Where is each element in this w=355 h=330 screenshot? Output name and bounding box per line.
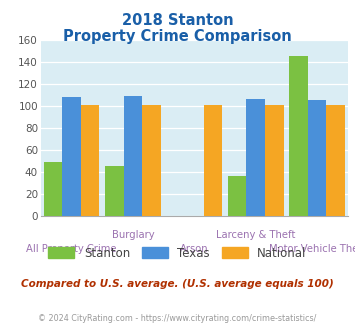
Bar: [62, 97, 81, 216]
Text: © 2024 CityRating.com - https://www.cityrating.com/crime-statistics/: © 2024 CityRating.com - https://www.city…: [38, 314, 317, 323]
Text: Compared to U.S. average. (U.S. average equals 100): Compared to U.S. average. (U.S. average …: [21, 279, 334, 289]
Bar: [204, 105, 222, 216]
Legend: Stanton, Texas, National: Stanton, Texas, National: [44, 242, 311, 264]
Bar: [289, 56, 308, 216]
Bar: [308, 100, 327, 216]
Text: Arson: Arson: [180, 244, 209, 254]
Text: 2018 Stanton: 2018 Stanton: [122, 13, 233, 27]
Text: All Property Crime: All Property Crime: [26, 244, 117, 254]
Text: Burglary: Burglary: [111, 230, 154, 240]
Text: Motor Vehicle Theft: Motor Vehicle Theft: [269, 244, 355, 254]
Bar: [327, 105, 345, 216]
Bar: [124, 96, 142, 216]
Bar: [228, 177, 246, 216]
Bar: [105, 167, 124, 216]
Bar: [265, 105, 284, 216]
Text: Larceny & Theft: Larceny & Theft: [216, 230, 295, 240]
Text: Property Crime Comparison: Property Crime Comparison: [63, 29, 292, 44]
Bar: [81, 105, 99, 216]
Bar: [246, 99, 265, 216]
Bar: [44, 162, 62, 216]
Bar: [142, 105, 161, 216]
